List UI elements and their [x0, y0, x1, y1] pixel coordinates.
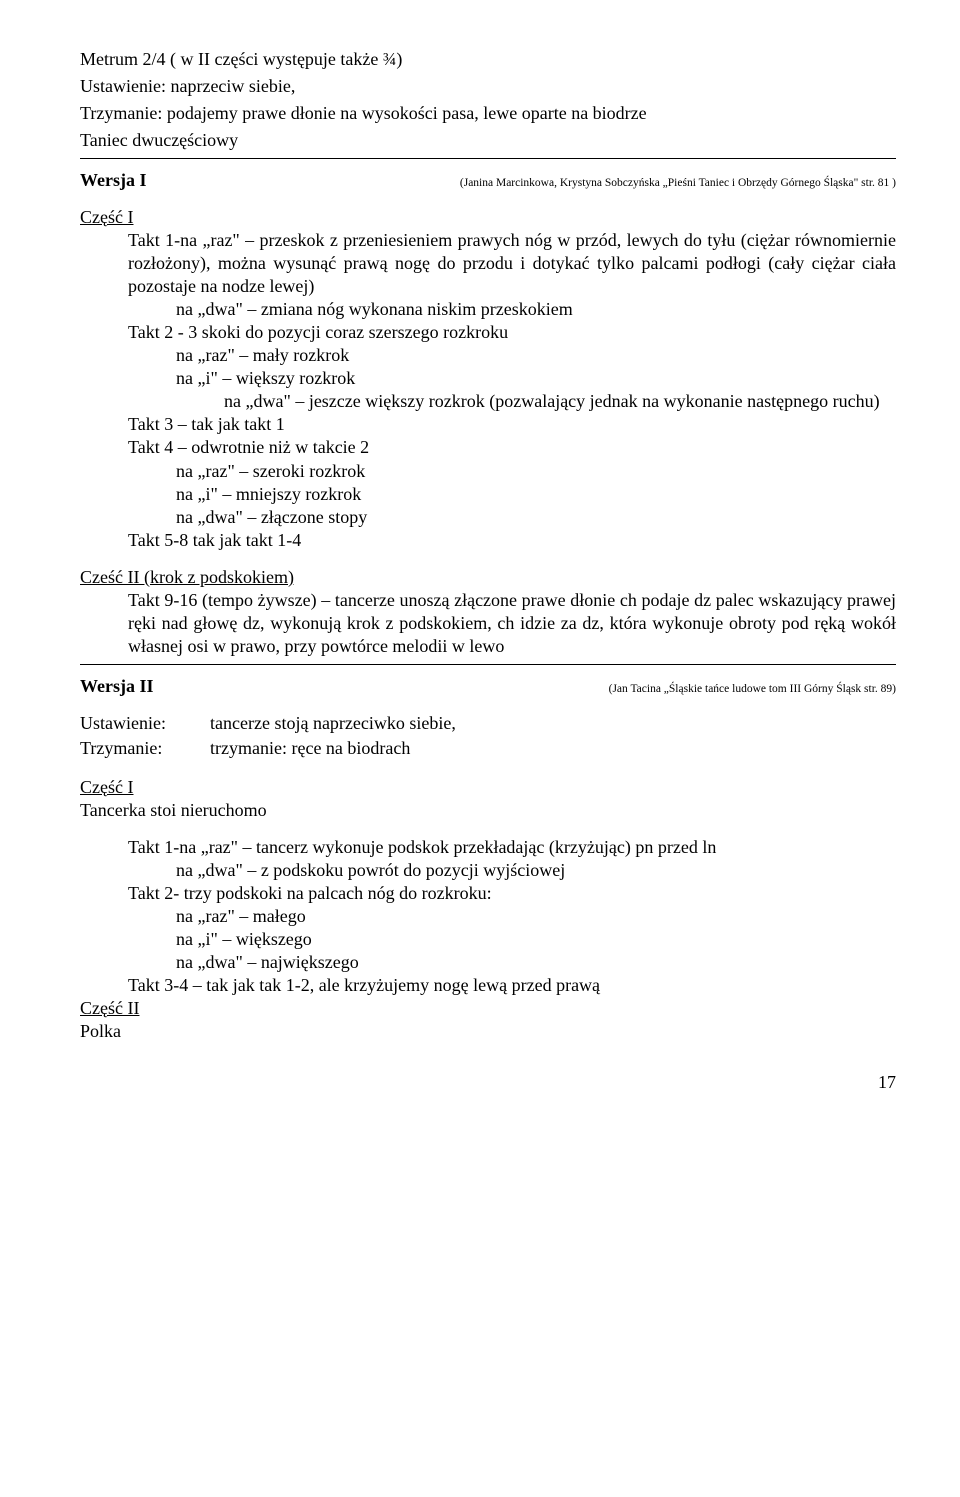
v1-takt1: Takt 1-na „raz" – przeskok z przeniesien… — [128, 229, 896, 298]
version2-part1-sub: Tancerka stoi nieruchomo — [80, 799, 896, 822]
version1-title: Wersja I — [80, 169, 147, 192]
version2-part1-label: Część I — [80, 776, 896, 799]
v1-takt2-dwa-text: na „dwa" – jeszcze większy rozkrok (pozw… — [224, 391, 880, 411]
v1-takt4-dwa: na „dwa" – złączone stopy — [176, 506, 896, 529]
divider — [80, 158, 896, 159]
v1-takt2-raz: na „raz" – mały rozkrok — [176, 344, 896, 367]
v1-takt3: Takt 3 – tak jak takt 1 — [128, 413, 896, 436]
version1-part2-label: Cześć II (krok z podskokiem) — [80, 566, 896, 589]
v1-takt2: Takt 2 - 3 skoki do pozycji coraz szersz… — [128, 321, 896, 344]
version1-citation: (Janina Marcinkowa, Krystyna Sobczyńska … — [460, 176, 896, 191]
v1-takt2-i: na „i" – większy rozkrok — [176, 367, 896, 390]
v1-takt5: Takt 5-8 tak jak takt 1-4 — [128, 529, 896, 552]
version1-part1-label: Część I — [80, 206, 896, 229]
version2-part2-label: Część II — [80, 997, 896, 1020]
v2-trzymanie-key: Trzymanie: — [80, 737, 210, 760]
v2-ustawienie-row: Ustawienie: tancerze stoją naprzeciwko s… — [80, 712, 896, 735]
v2-takt1: Takt 1-na „raz" – tancerz wykonuje podsk… — [128, 836, 896, 859]
meta-metrum: Metrum 2/4 ( w II części występuje także… — [80, 48, 896, 71]
v2-takt2-i: na „i" – większego — [176, 928, 896, 951]
version2-header: Wersja II (Jan Tacina „Śląskie tańce lud… — [80, 675, 896, 698]
v2-takt3: Takt 3-4 – tak jak tak 1-2, ale krzyżuje… — [128, 974, 896, 997]
v2-trzymanie-val: trzymanie: ręce na biodrach — [210, 737, 410, 760]
meta-taniec: Taniec dwuczęściowy — [80, 129, 896, 152]
version1-header: Wersja I (Janina Marcinkowa, Krystyna So… — [80, 169, 896, 192]
v2-ustawienie-val: tancerze stoją naprzeciwko siebie, — [210, 712, 456, 735]
v2-takt2: Takt 2- trzy podskoki na palcach nóg do … — [128, 882, 896, 905]
v1-takt4-i: na „i" – mniejszy rozkrok — [176, 483, 896, 506]
v2-trzymanie-row: Trzymanie: trzymanie: ręce na biodrach — [80, 737, 896, 760]
page-number: 17 — [80, 1071, 896, 1094]
v1-takt4-raz: na „raz" – szeroki rozkrok — [176, 460, 896, 483]
v2-takt2-dwa: na „dwa" – największego — [176, 951, 896, 974]
divider — [80, 664, 896, 665]
v2-ustawienie-key: Ustawienie: — [80, 712, 210, 735]
meta-trzymanie: Trzymanie: podajemy prawe dłonie na wyso… — [80, 102, 896, 125]
meta-ustawienie: Ustawienie: naprzeciw siebie, — [80, 75, 896, 98]
v1-takt2-dwa: na „dwa" – jeszcze większy rozkrok (pozw… — [128, 390, 896, 413]
v1-part2-body: Takt 9-16 (tempo żywsze) – tancerze unos… — [128, 589, 896, 658]
v2-takt2-raz: na „raz" – małego — [176, 905, 896, 928]
v1-takt4: Takt 4 – odwrotnie niż w takcie 2 — [128, 436, 896, 459]
v1-takt1-dwa: na „dwa" – zmiana nóg wykonana niskim pr… — [176, 298, 896, 321]
version2-title: Wersja II — [80, 675, 154, 698]
version2-part2-body: Polka — [80, 1020, 896, 1043]
version2-citation: (Jan Tacina „Śląskie tańce ludowe tom II… — [609, 682, 896, 697]
v2-takt1-dwa: na „dwa" – z podskoku powrót do pozycji … — [176, 859, 896, 882]
